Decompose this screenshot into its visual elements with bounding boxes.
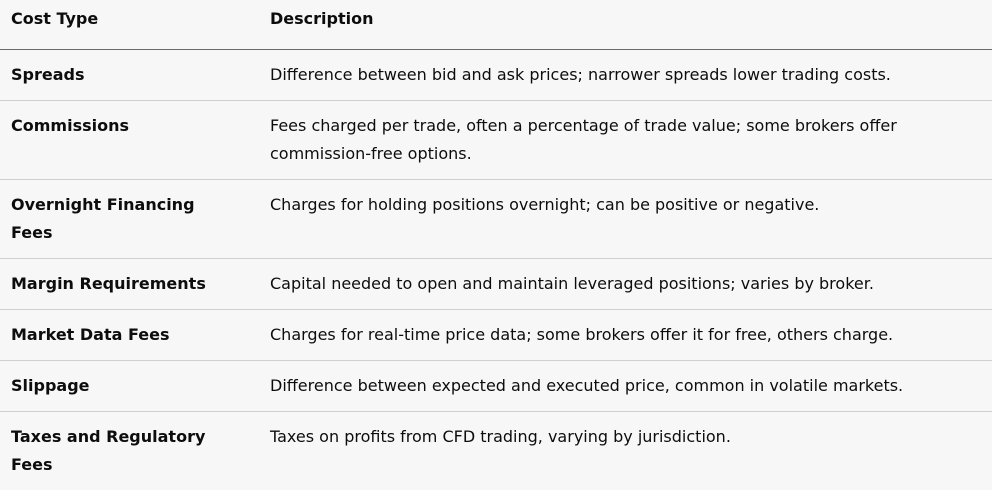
description-cell: Taxes on profits from CFD trading, varyi… xyxy=(259,412,992,490)
header-description: Description xyxy=(259,0,992,50)
description-cell: Charges for real-time price data; some b… xyxy=(259,310,992,361)
header-cost-type: Cost Type xyxy=(0,0,259,50)
cost-type-cell: Commissions xyxy=(0,101,259,180)
cost-type-cell: Margin Requirements xyxy=(0,259,259,310)
description-cell: Difference between expected and executed… xyxy=(259,361,992,412)
description-cell: Fees charged per trade, often a percenta… xyxy=(259,101,992,180)
description-cell: Difference between bid and ask prices; n… xyxy=(259,50,992,101)
table-header-row: Cost Type Description xyxy=(0,0,992,50)
description-cell: Capital needed to open and maintain leve… xyxy=(259,259,992,310)
cost-type-cell: Spreads xyxy=(0,50,259,101)
description-cell: Charges for holding positions overnight;… xyxy=(259,180,992,259)
cost-type-cell: Taxes and Regulatory Fees xyxy=(0,412,259,490)
cost-type-cell: Slippage xyxy=(0,361,259,412)
cost-type-cell: Market Data Fees xyxy=(0,310,259,361)
cost-type-cell: Overnight Financing Fees xyxy=(0,180,259,259)
